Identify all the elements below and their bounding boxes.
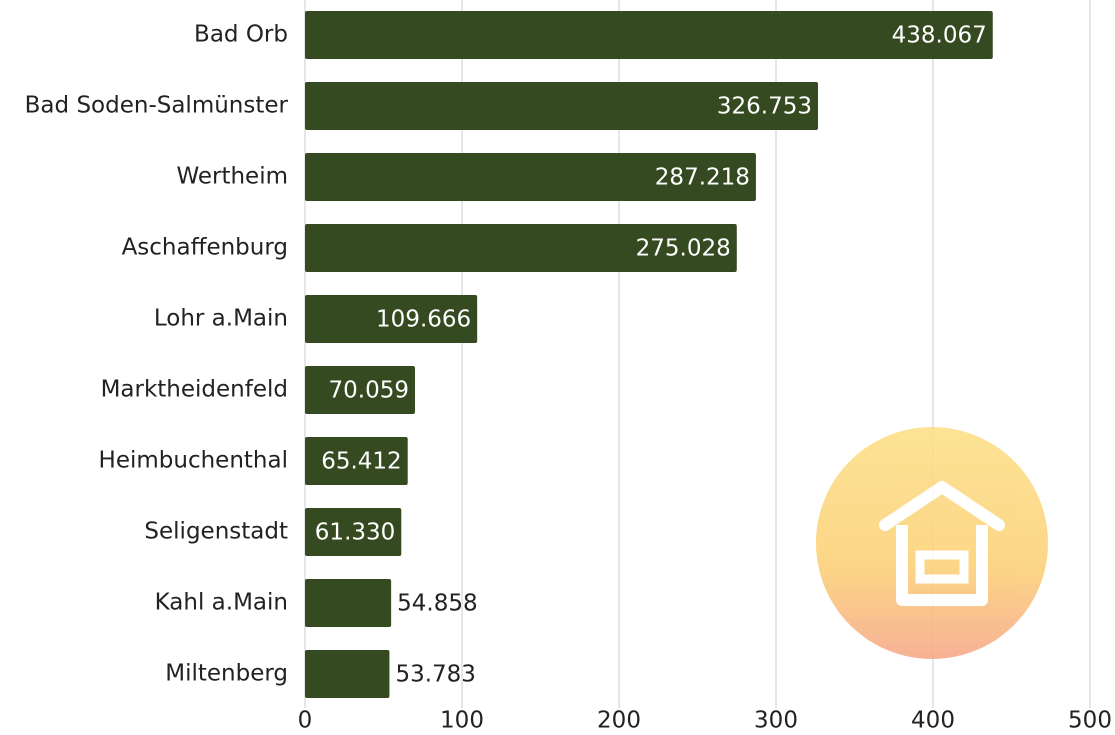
y-tick-label: Seligenstadt — [144, 519, 288, 545]
bar — [305, 11, 993, 59]
x-tick-label: 0 — [298, 708, 313, 734]
y-tick-label: Bad Orb — [194, 22, 288, 48]
logo — [816, 427, 1048, 659]
data-label: 54.858 — [397, 591, 477, 617]
bar — [305, 508, 402, 556]
data-label: 70.059 — [329, 378, 409, 404]
bar — [305, 153, 756, 201]
data-label: 438.067 — [892, 23, 987, 49]
bar — [305, 82, 819, 130]
x-tick-label: 100 — [440, 708, 484, 734]
y-tick-label: Marktheidenfeld — [101, 377, 288, 403]
x-tick-label: 500 — [1068, 708, 1112, 734]
y-tick-label: Wertheim — [176, 164, 288, 190]
y-tick-label: Miltenberg — [165, 661, 288, 687]
data-label: 275.028 — [636, 236, 731, 262]
bar — [305, 437, 408, 485]
x-tick-label: 300 — [754, 708, 798, 734]
y-tick-label: Lohr a.Main — [154, 306, 288, 332]
data-label: 326.753 — [717, 94, 812, 120]
y-tick-label: Kahl a.Main — [155, 590, 288, 616]
bar — [305, 579, 392, 627]
bars: 438.067 326.753 287.218 275.028 109.666 70.05… — [305, 11, 993, 698]
bar — [305, 295, 478, 343]
y-tick-label: Aschaffenburg — [122, 235, 288, 261]
bar — [305, 366, 415, 414]
data-label: 53.783 — [395, 662, 475, 688]
data-label: 287.218 — [655, 165, 750, 191]
y-tick-label: Bad Soden-Salmünster — [25, 93, 289, 119]
data-label: 65.412 — [321, 449, 401, 475]
bar — [305, 650, 390, 698]
x-tick-label: 400 — [911, 708, 955, 734]
y-tick-label: Heimbuchenthal — [99, 448, 288, 474]
x-tick-label: 200 — [597, 708, 641, 734]
bar — [305, 224, 737, 272]
data-label: 61.330 — [315, 520, 395, 546]
data-label: 109.666 — [376, 307, 471, 333]
